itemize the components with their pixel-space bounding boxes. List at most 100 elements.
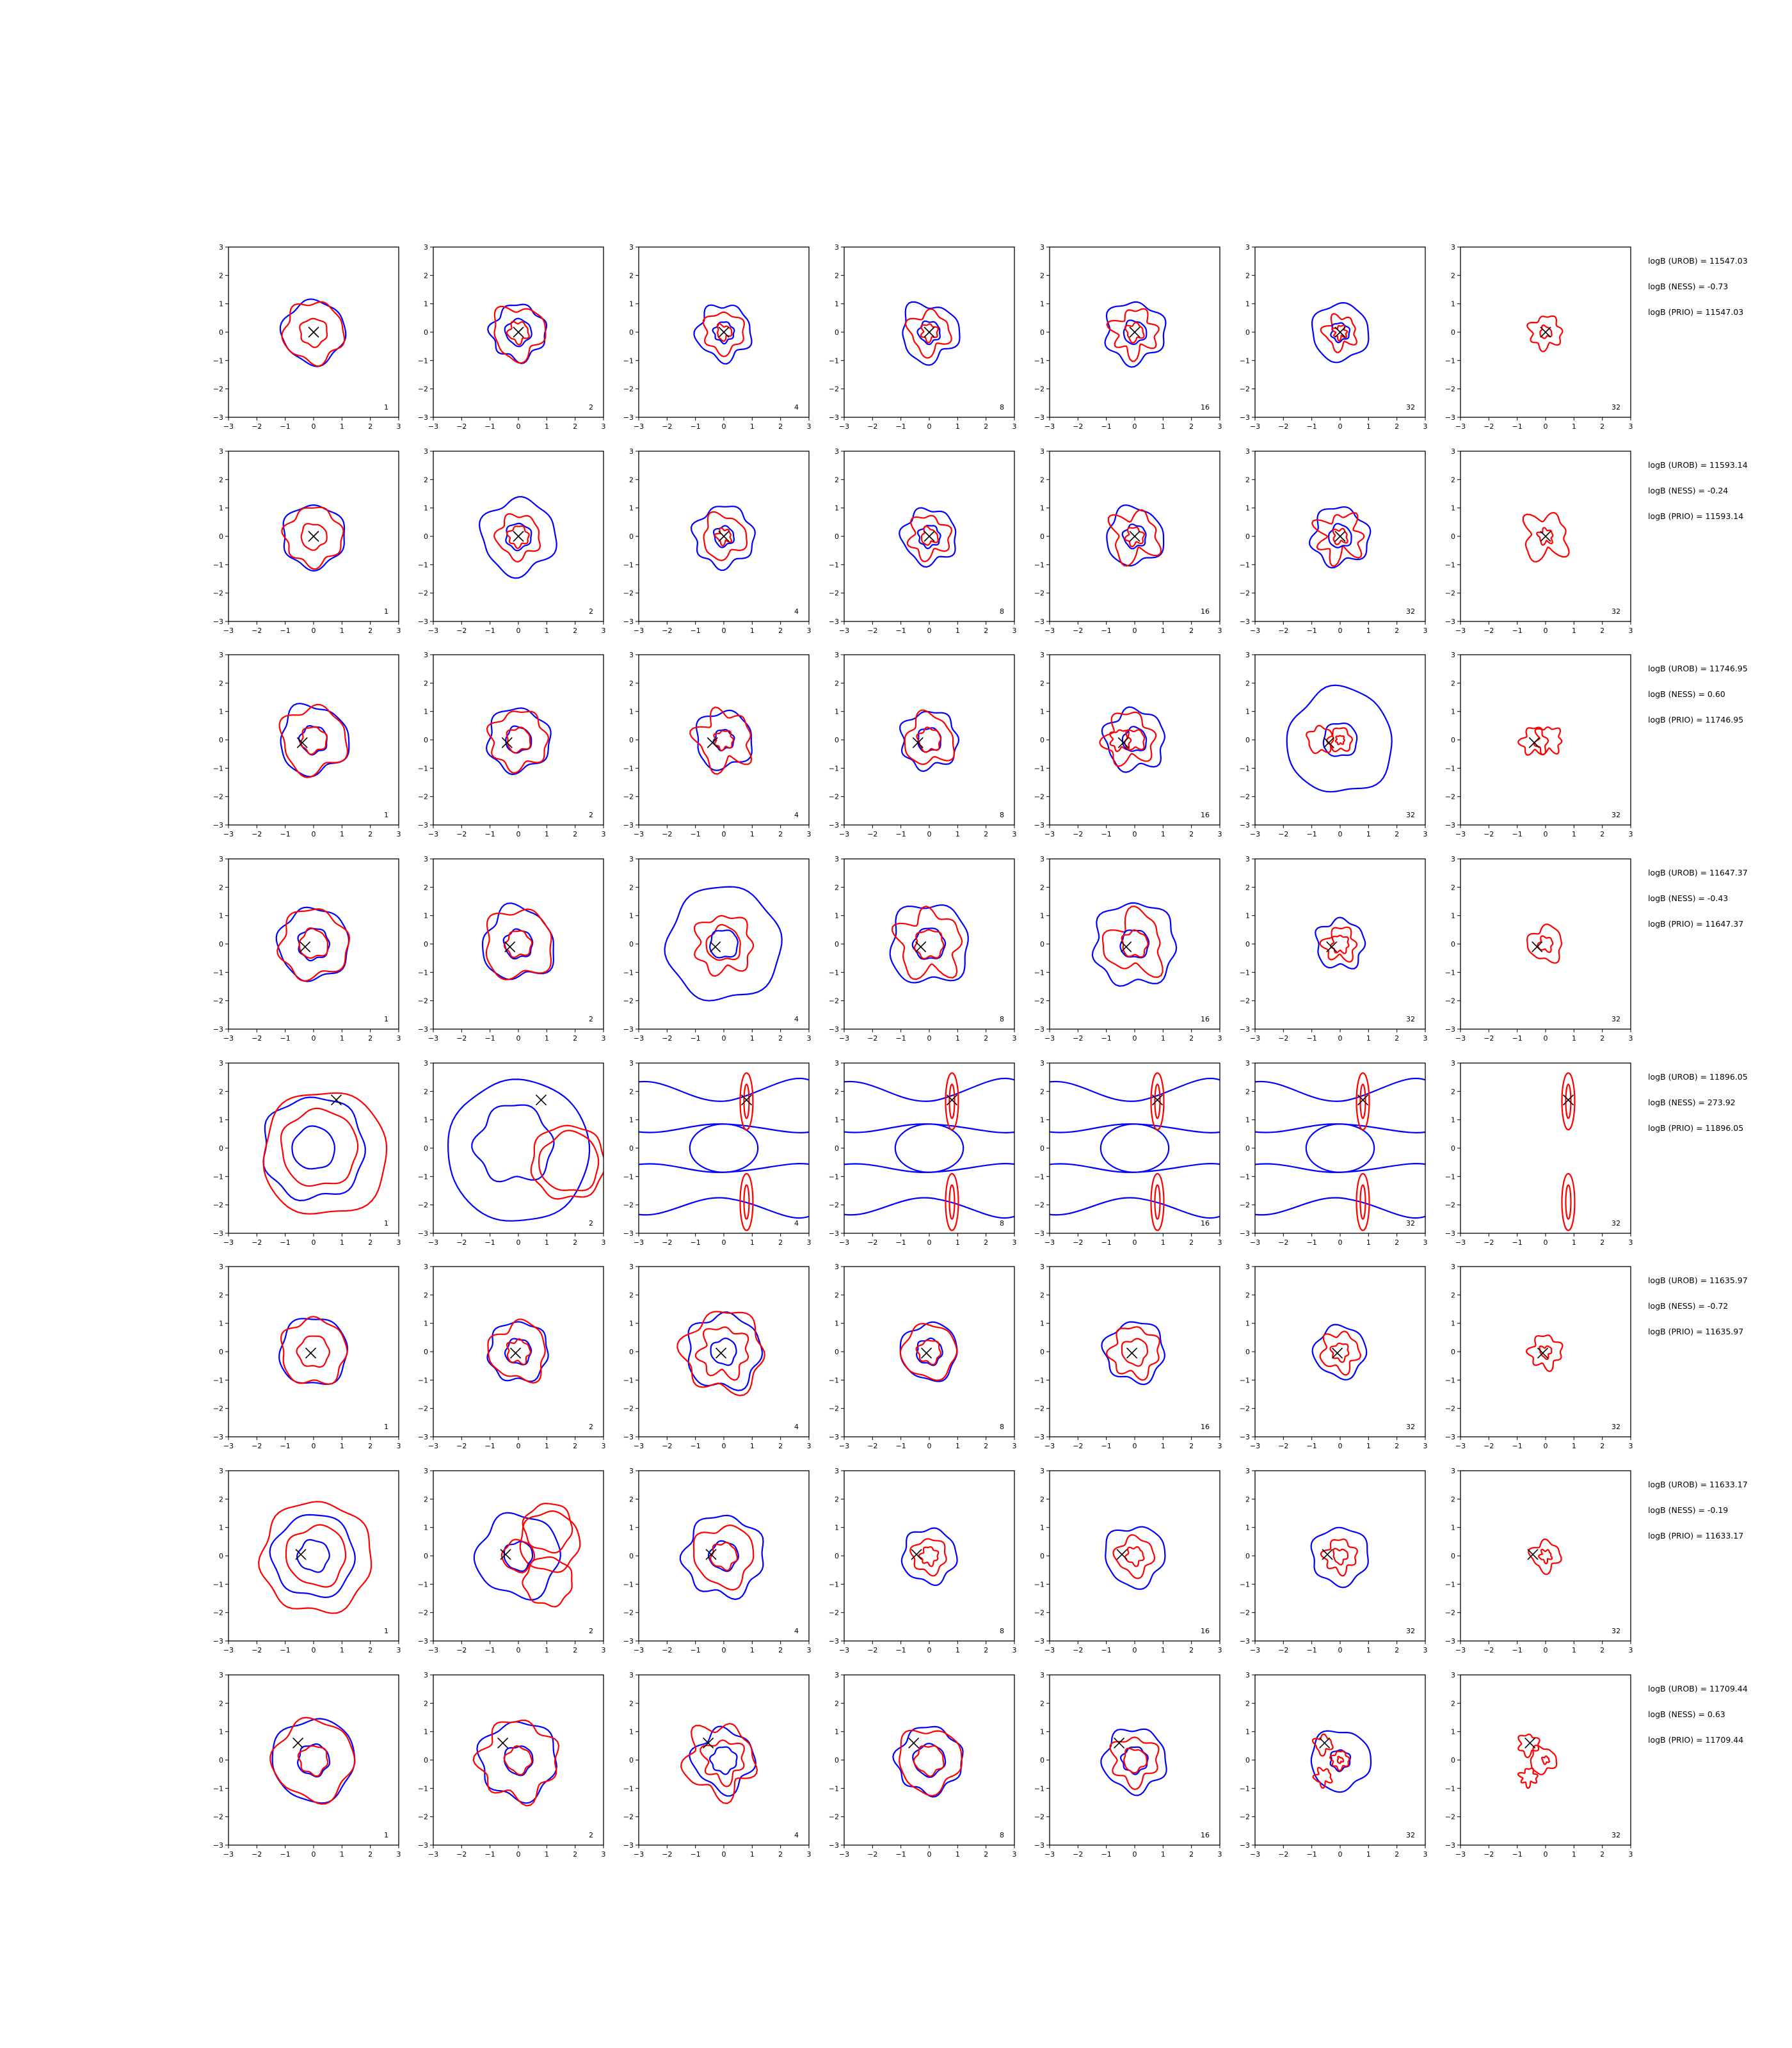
x-tick-label: −2 <box>867 627 877 635</box>
inner-contour <box>538 1130 600 1192</box>
y-tick-label: 0 <box>629 1144 634 1153</box>
true-value-marker <box>718 326 730 338</box>
y-tick-label: 3 <box>1245 1467 1250 1475</box>
y-tick-label: −2 <box>418 1813 428 1821</box>
y-tick-label: −2 <box>623 1201 634 1210</box>
x-tick-label: 3 <box>807 1850 812 1859</box>
x-tick-label: −2 <box>662 422 672 431</box>
y-tick-label: 0 <box>1040 1348 1044 1356</box>
x-tick-label: 3 <box>602 627 606 635</box>
x-tick-label: 0 <box>1338 1646 1343 1654</box>
y-tick-label: 2 <box>629 1087 634 1096</box>
y-tick-label: 0 <box>219 1756 223 1764</box>
y-tick-label: 0 <box>629 532 634 541</box>
x-tick-label: 1 <box>956 830 960 838</box>
inner-contour <box>506 525 530 549</box>
inner-contour <box>1332 527 1348 545</box>
outer-contour <box>1104 301 1167 368</box>
panel-r0-c5: −3 −2 −1 0 1 2 3 −3 −2 −1 0 1 2 3 32 <box>1240 243 1428 431</box>
panel-label: 8 <box>1000 1423 1004 1431</box>
contour-lines <box>486 1318 549 1384</box>
y-tick-label: 2 <box>835 1495 839 1503</box>
y-tick-label: −3 <box>623 1229 634 1238</box>
y-tick-label: −1 <box>418 1376 428 1384</box>
y-tick-label: −1 <box>1240 1376 1250 1384</box>
y-tick-label: 0 <box>1245 532 1250 541</box>
y-tick-label: 1 <box>424 300 428 308</box>
x-tick-label: 1 <box>956 1238 960 1247</box>
x-tick-label: 3 <box>397 1034 401 1043</box>
outer-contour <box>708 1746 738 1775</box>
outer-contour <box>912 1743 947 1779</box>
panel-label: 4 <box>794 1015 799 1023</box>
y-tick-label: 2 <box>1245 271 1250 280</box>
x-tick-label: −2 <box>252 627 262 635</box>
x-tick-label: −1 <box>1101 1850 1112 1859</box>
inner-contour <box>1325 727 1354 753</box>
x-tick-label: −2 <box>662 1646 672 1654</box>
x-tick-label: 0 <box>927 830 932 838</box>
y-tick-label: 1 <box>219 1320 223 1328</box>
stat-line: logB (PRIO) = 11635.97 <box>1648 1327 1743 1336</box>
y-tick-label: −1 <box>1034 356 1044 365</box>
y-tick-label: −1 <box>1445 356 1455 365</box>
contour-lines <box>899 1321 958 1382</box>
y-tick-label: 3 <box>1451 1263 1455 1271</box>
y-tick-label: 1 <box>1040 1116 1044 1124</box>
y-tick-label: −1 <box>1445 968 1455 977</box>
panel-label: 32 <box>1612 1831 1620 1839</box>
contour-lines <box>473 1502 581 1608</box>
y-tick-label: −3 <box>1445 618 1455 626</box>
inner-contour <box>689 706 753 775</box>
x-tick-label: −1 <box>280 1850 291 1859</box>
x-tick-label: 0 <box>1133 1646 1137 1654</box>
y-tick-label: 2 <box>629 1291 634 1299</box>
axes-frame <box>844 654 1015 826</box>
x-tick-label: 3 <box>1423 627 1428 635</box>
y-tick-label: 1 <box>219 504 223 513</box>
panel-r7-c6: −3 −2 −1 0 1 2 3 −3 −2 −1 0 1 2 3 32 <box>1445 1671 1633 1859</box>
x-tick-label: 3 <box>1218 1850 1222 1859</box>
y-tick-label: 0 <box>424 1348 428 1356</box>
y-tick-label: 0 <box>835 328 839 337</box>
y-tick-label: 0 <box>424 328 428 337</box>
x-tick-label: 3 <box>397 1442 401 1450</box>
outer-contour <box>1101 1321 1165 1386</box>
y-tick-label: −3 <box>418 1025 428 1034</box>
y-tick-label: −1 <box>1240 561 1250 569</box>
panel-label: 2 <box>589 607 593 616</box>
x-tick-label: 2 <box>573 830 577 838</box>
axes-frame <box>228 1470 399 1642</box>
x-tick-label: −2 <box>662 1442 672 1450</box>
outer-contour <box>291 1125 336 1170</box>
panel-r5-c2: −3 −2 −1 0 1 2 3 −3 −2 −1 0 1 2 3 4 <box>623 1263 812 1450</box>
x-tick-label: −2 <box>252 1850 262 1859</box>
y-tick-label: −1 <box>1034 1172 1044 1181</box>
panel-label: 16 <box>1201 811 1210 819</box>
y-tick-label: 2 <box>1451 679 1455 687</box>
true-value-marker <box>1129 326 1140 338</box>
panel-label: 1 <box>384 1831 388 1839</box>
y-tick-label: −1 <box>829 1172 839 1181</box>
y-tick-label: −2 <box>829 1813 839 1821</box>
y-tick-label: −3 <box>418 821 428 829</box>
row-stats-1: logB (UROB) = 11593.14 logB (NESS) = -0.2… <box>1648 460 1748 521</box>
outer-contour <box>892 1725 964 1798</box>
y-tick-label: 1 <box>1245 1524 1250 1532</box>
inner-contour <box>1306 724 1334 755</box>
stat-line: logB (NESS) = -0.43 <box>1648 893 1728 903</box>
x-tick-label: −3 <box>223 1850 234 1859</box>
axes-frame <box>1460 1266 1631 1437</box>
y-tick-label: 3 <box>219 1059 223 1068</box>
y-tick-label: 1 <box>1451 1728 1455 1736</box>
y-tick-label: −1 <box>829 764 839 772</box>
y-tick-label: −2 <box>1034 1609 1044 1617</box>
panel-r7-c3: −3 −2 −1 0 1 2 3 −3 −2 −1 0 1 2 3 8 <box>829 1671 1017 1859</box>
x-tick-label: −3 <box>1250 627 1260 635</box>
x-tick-label: −3 <box>1250 1646 1260 1654</box>
x-tick-label: 3 <box>1218 1238 1222 1247</box>
y-tick-label: −2 <box>1034 1405 1044 1413</box>
panel-label: 16 <box>1201 607 1210 616</box>
panel-label: 32 <box>1406 1423 1415 1431</box>
x-tick-label: −1 <box>1307 1034 1317 1043</box>
